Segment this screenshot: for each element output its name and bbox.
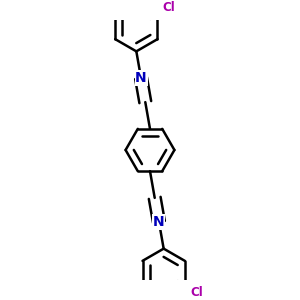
- Text: Cl: Cl: [163, 2, 175, 14]
- Text: N: N: [135, 71, 147, 85]
- Text: Cl: Cl: [190, 286, 203, 298]
- Text: N: N: [153, 215, 165, 229]
